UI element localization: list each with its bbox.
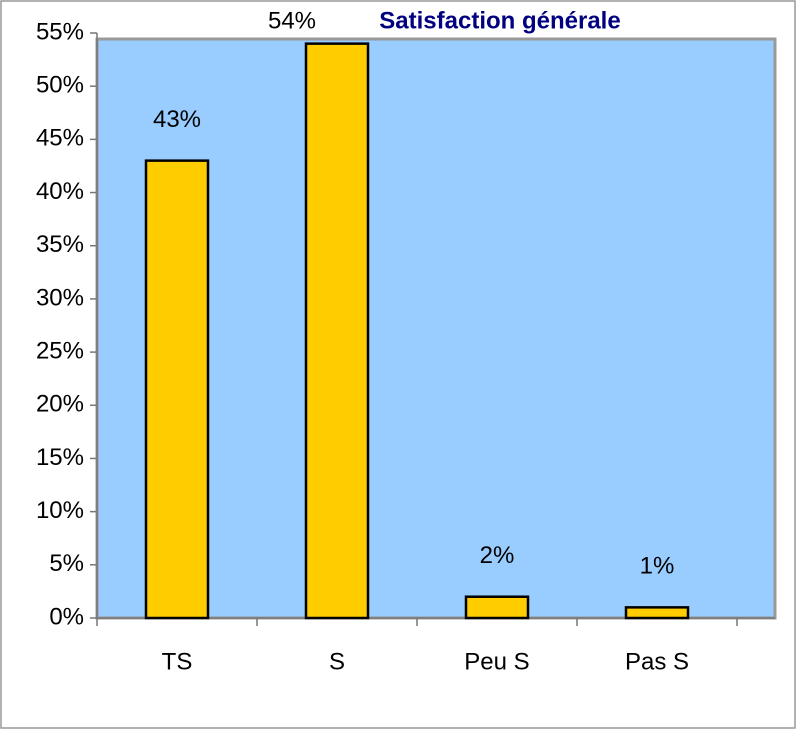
y-tick-label: 0% — [49, 603, 84, 630]
y-tick-label: 10% — [36, 497, 84, 524]
y-tick-label: 35% — [36, 231, 84, 258]
value-label: 43% — [153, 106, 201, 133]
bar — [464, 595, 530, 620]
value-label: 1% — [640, 553, 675, 580]
plot-area — [95, 37, 777, 620]
x-tick-label: Peu S — [464, 648, 529, 675]
y-tick-label: 45% — [36, 125, 84, 152]
value-label: 54% — [268, 7, 316, 34]
y-tick-label: 15% — [36, 444, 84, 471]
x-tick-label: Pas S — [625, 648, 689, 675]
y-tick-label: 30% — [36, 284, 84, 311]
bar — [624, 606, 690, 620]
chart-title: Satisfaction générale — [379, 7, 620, 34]
bar — [304, 42, 370, 620]
y-tick-label: 5% — [49, 550, 84, 577]
y-tick-label: 20% — [36, 391, 84, 418]
value-label: 2% — [480, 542, 515, 569]
bar — [144, 159, 210, 620]
x-tick-label: TS — [162, 648, 193, 675]
x-tick-label: S — [329, 648, 345, 675]
y-tick-label: 50% — [36, 72, 84, 99]
y-tick-label: 40% — [36, 178, 84, 205]
y-tick-label: 25% — [36, 337, 84, 364]
y-tick-label: 55% — [36, 18, 84, 45]
